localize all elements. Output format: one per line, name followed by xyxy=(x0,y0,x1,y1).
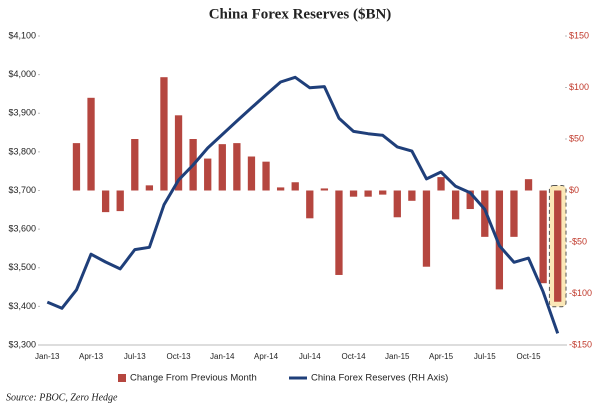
bar xyxy=(437,177,445,191)
y-tick-label: $4,100 xyxy=(8,30,36,40)
y2-tick-label: $150 xyxy=(569,30,589,40)
source: Source: PBOC, Zero Hedge xyxy=(6,392,118,403)
bar xyxy=(262,161,270,191)
y-tick-label: $3,700 xyxy=(8,185,36,195)
bar xyxy=(320,188,329,191)
x-tick-label: Apr-15 xyxy=(429,352,454,361)
x-tick-label: Apr-14 xyxy=(254,352,279,361)
bar xyxy=(422,190,431,267)
legend-swatch xyxy=(118,374,126,382)
bar xyxy=(554,190,562,302)
bar xyxy=(335,190,343,275)
y-tick-label: $3,400 xyxy=(8,301,36,311)
bar xyxy=(87,97,95,191)
y2-tick-label: -$150 xyxy=(569,339,592,349)
x-tick-label: Jul-13 xyxy=(124,352,146,361)
x-tick-label: Jul-15 xyxy=(474,352,496,361)
bar xyxy=(233,143,241,191)
x-tick-label: Apr-13 xyxy=(79,352,104,361)
bar xyxy=(174,115,183,191)
y-tick-label: $3,300 xyxy=(8,339,36,349)
x-tick-label: Oct-13 xyxy=(167,352,192,361)
bar xyxy=(349,190,358,197)
x-tick-label: Oct-14 xyxy=(342,352,367,361)
bar xyxy=(408,190,416,201)
chart-title: China Forex Reserves ($BN) xyxy=(209,6,392,22)
legend-label: China Forex Reserves (RH Axis) xyxy=(311,373,448,384)
bar xyxy=(364,190,372,197)
bar xyxy=(145,185,154,191)
bar xyxy=(101,190,110,213)
bar xyxy=(131,139,139,191)
bar xyxy=(393,190,401,218)
legend-label: Change From Previous Month xyxy=(130,373,257,384)
x-tick-label: Jan-15 xyxy=(385,352,410,361)
bar xyxy=(160,77,168,191)
y-tick-label: $3,600 xyxy=(8,224,36,234)
bar xyxy=(276,187,285,191)
bar xyxy=(116,190,124,212)
y2-tick-label: -$50 xyxy=(569,236,587,246)
y-tick-label: $4,000 xyxy=(8,69,36,79)
y2-tick-label: -$100 xyxy=(569,288,592,298)
bar xyxy=(379,190,387,195)
bar xyxy=(306,190,314,219)
x-tick-label: Jul-14 xyxy=(299,352,321,361)
bar xyxy=(204,158,212,191)
bar xyxy=(451,190,460,220)
line xyxy=(46,75,560,334)
x-tick-label: Jan-13 xyxy=(35,352,60,361)
y-tick-label: $3,500 xyxy=(8,262,36,272)
y-tick-label: $3,800 xyxy=(8,146,36,156)
bar xyxy=(291,182,299,191)
y2-tick-label: $0 xyxy=(569,185,579,195)
y2-tick-label: $50 xyxy=(569,133,584,143)
bar xyxy=(539,190,547,284)
bar xyxy=(495,190,504,290)
y2-tick-label: $100 xyxy=(569,82,589,92)
x-tick-label: Jan-14 xyxy=(210,352,235,361)
bar xyxy=(481,190,489,237)
bar xyxy=(72,143,81,191)
x-tick-label: Oct-15 xyxy=(517,352,542,361)
bar xyxy=(218,144,226,191)
bar xyxy=(247,156,256,191)
y-tick-label: $3,900 xyxy=(8,108,36,118)
bar xyxy=(524,179,533,191)
bar xyxy=(466,190,474,210)
bar xyxy=(510,190,518,237)
